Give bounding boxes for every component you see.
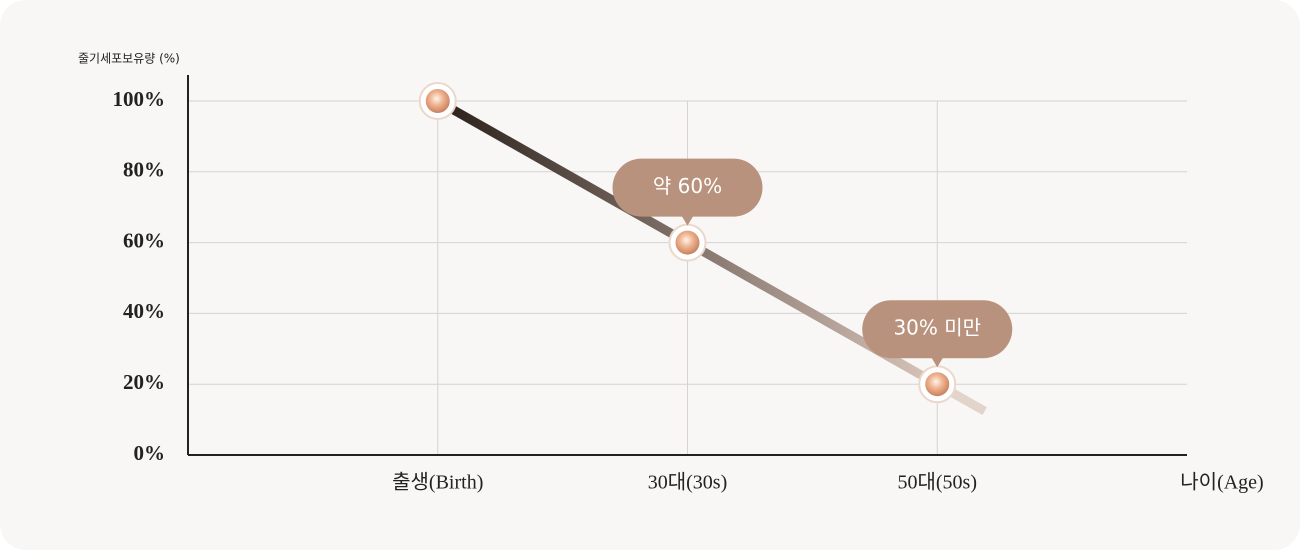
- marker: [675, 230, 700, 255]
- marker: [925, 372, 950, 397]
- x-tick-label: 30대(30s): [648, 471, 728, 494]
- annotation-text: 약 60%: [653, 174, 722, 198]
- annotation-pointer: [681, 215, 694, 226]
- annotation-pointer: [931, 357, 944, 368]
- y-tick-label: 0%: [134, 441, 166, 465]
- y-tick-label: 40%: [123, 299, 165, 323]
- x-axis-label: 나이(Age): [1180, 471, 1263, 494]
- y-tick-label: 60%: [123, 228, 165, 252]
- y-axis-label: 줄기세포보유량 (%): [78, 52, 180, 66]
- annotation: 30% 미만: [862, 300, 1013, 368]
- annotation: 약 60%: [612, 158, 763, 226]
- marker: [425, 89, 450, 113]
- x-tick-label: 50대(50s): [897, 471, 977, 494]
- annotation-text: 30% 미만: [893, 316, 981, 340]
- annotation-bubble: [612, 158, 763, 217]
- x-tick-label: 출생(Birth): [392, 471, 483, 494]
- annotation-bubble: [862, 300, 1013, 359]
- y-tick-label: 20%: [123, 370, 165, 394]
- y-tick-label: 100%: [113, 87, 166, 111]
- y-tick-label: 80%: [123, 158, 165, 182]
